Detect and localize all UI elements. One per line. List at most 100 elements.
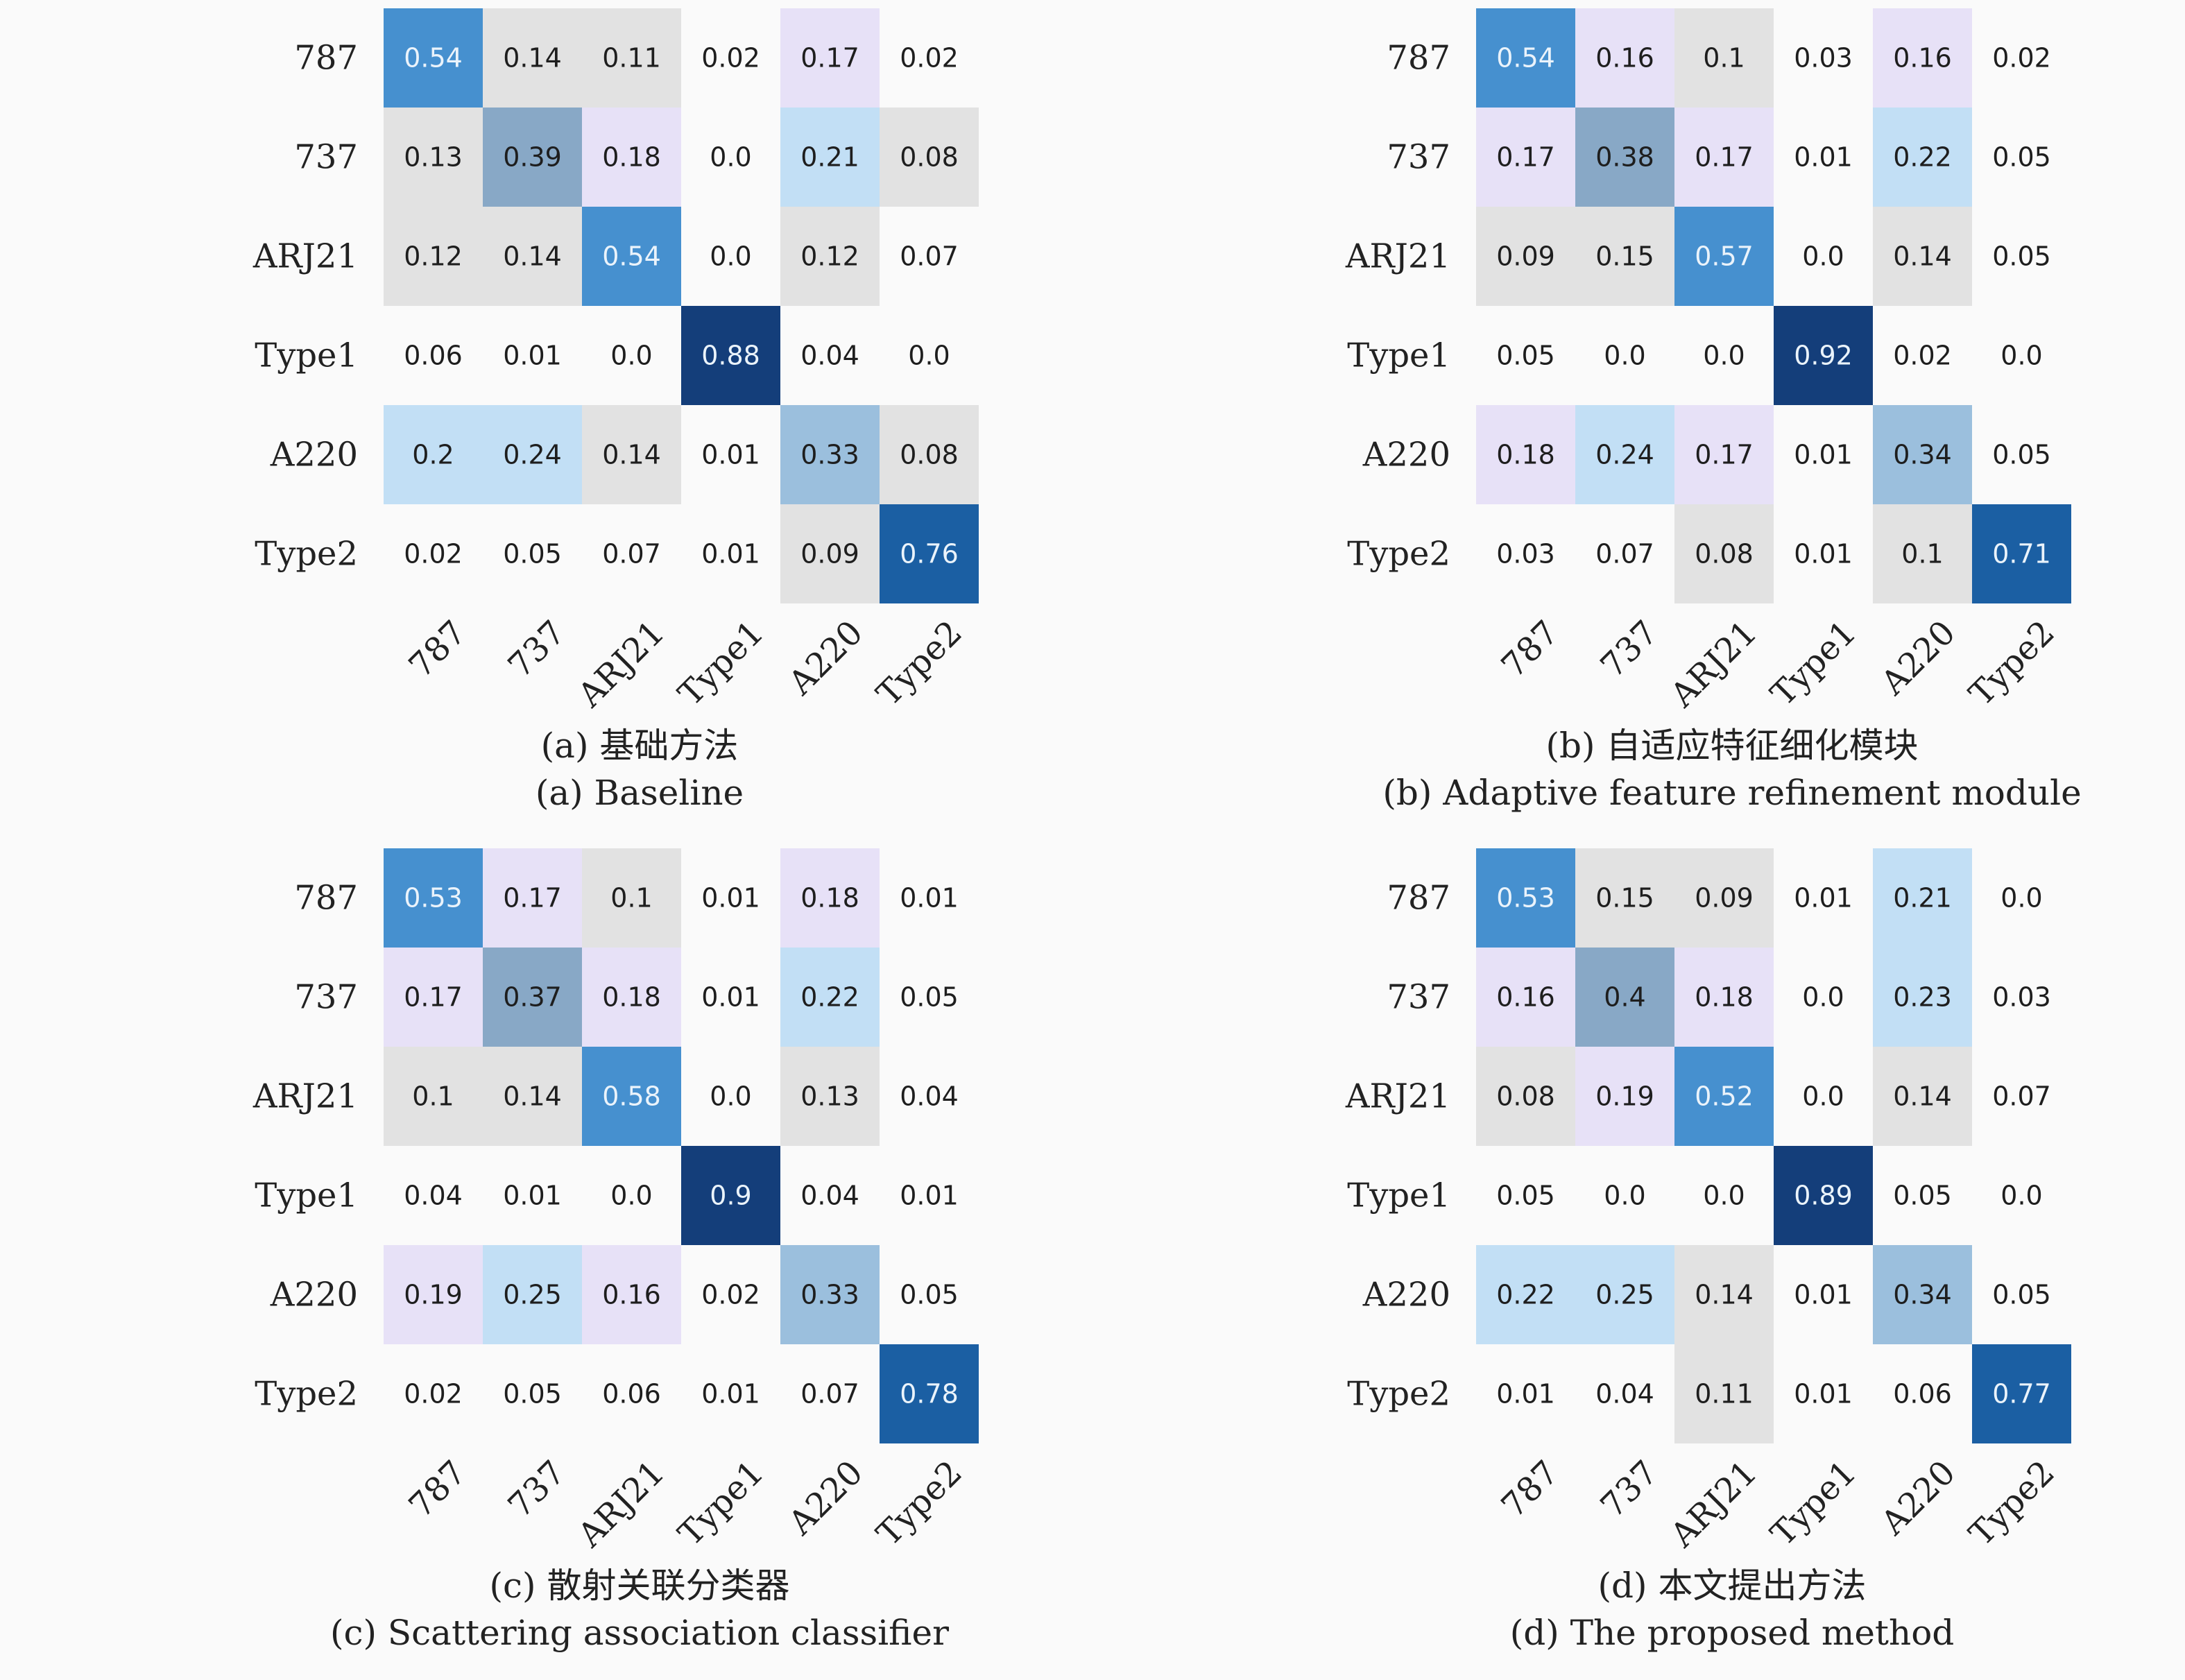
row-label: A220	[270, 436, 358, 474]
cell-value: 0.0	[1604, 1181, 1645, 1211]
heatmap-cell	[384, 8, 483, 108]
cell-value: 0.18	[1496, 440, 1555, 470]
cell-value: 0.04	[800, 341, 859, 371]
cell-value: 0.0	[1703, 1181, 1745, 1211]
cell-value: 0.01	[900, 1181, 959, 1211]
cell-value: 0.01	[1794, 883, 1853, 914]
row-label: Type1	[255, 1176, 358, 1215]
caption-chinese: (d) 本文提出方法	[1598, 1566, 1867, 1606]
heatmap-cell	[384, 108, 483, 207]
cell-value: 0.17	[404, 982, 463, 1013]
caption-chinese: (b) 自适应特征细化模块	[1546, 726, 1919, 766]
column-label: A220	[1873, 1453, 1963, 1543]
cell-value: 0.18	[602, 982, 661, 1013]
heatmap-cell	[384, 1047, 483, 1146]
column-label: 737	[501, 613, 573, 685]
cell-value: 0.0	[1703, 341, 1745, 371]
heatmap-cell	[1575, 8, 1674, 108]
cell-value: 0.12	[404, 241, 463, 272]
cell-value: 0.06	[1893, 1379, 1952, 1409]
cell-value: 0.02	[404, 1379, 463, 1409]
heatmap-cell	[1476, 108, 1575, 207]
heatmap-cell	[1674, 504, 1774, 603]
cell-value: 0.01	[1794, 539, 1853, 569]
row-label: A220	[270, 1276, 358, 1314]
cell-value: 0.25	[1595, 1280, 1654, 1310]
cell-value: 0.01	[701, 883, 760, 914]
cell-value: 0.1	[610, 883, 652, 914]
row-label: 787	[294, 39, 358, 78]
cell-value: 0.0	[710, 1081, 751, 1112]
heatmap-cell	[780, 848, 880, 948]
column-label: Type1	[671, 613, 771, 714]
cell-value: 0.0	[710, 241, 751, 272]
cell-value: 0.05	[503, 539, 562, 569]
heatmap-cell	[582, 848, 681, 948]
column-label: Type1	[1763, 613, 1864, 714]
panel-d: 0.53 0.15 0.09 0.01 0.21 0.0 0.16 0.4 0.18 0.0 0.2…	[1092, 840, 2185, 1680]
heatmap-cell	[1575, 405, 1674, 504]
cell-value: 0.13	[800, 1081, 859, 1112]
row-label: ARJ21	[1345, 1077, 1450, 1116]
heatmap-cell	[1476, 848, 1575, 948]
column-label: ARJ21	[570, 613, 672, 715]
cell-value: 0.37	[503, 982, 562, 1013]
cell-value: 0.01	[900, 883, 959, 914]
heatmap-cell	[582, 405, 681, 504]
column-label: Type1	[671, 1453, 771, 1554]
cell-value: 0.4	[1604, 982, 1645, 1013]
cell-value: 0.57	[1695, 241, 1754, 272]
cell-value: 0.23	[1893, 982, 1952, 1013]
column-label: 787	[1494, 1453, 1566, 1525]
cell-value: 0.54	[404, 43, 463, 74]
cell-value: 0.03	[1496, 539, 1555, 569]
column-label: A220	[1873, 613, 1963, 703]
heatmap-cell	[483, 1245, 582, 1344]
heatmap-cell	[681, 306, 780, 405]
heatmap-b: 0.54 0.16 0.1 0.03 0.16 0.02 0.17 0.38 0.17 0.01 0…	[1345, 8, 2082, 813]
heatmap-cell	[1674, 1245, 1774, 1344]
heatmap-cell	[1575, 848, 1674, 948]
cell-value: 0.92	[1794, 341, 1853, 371]
heatmap-cell	[681, 1146, 780, 1245]
heatmap-cell	[1873, 504, 1972, 603]
heatmap-cell	[384, 405, 483, 504]
cell-value: 0.22	[1893, 142, 1952, 173]
cell-value: 0.9	[710, 1181, 751, 1211]
heatmap-cell	[1774, 306, 1873, 405]
cell-value: 0.1	[1901, 539, 1943, 569]
heatmap-cell	[483, 405, 582, 504]
cell-value: 0.17	[1695, 142, 1754, 173]
cell-value: 0.78	[900, 1379, 959, 1409]
heatmap-cell	[780, 1047, 880, 1146]
cell-value: 0.04	[800, 1181, 859, 1211]
column-label: Type2	[869, 1453, 970, 1554]
heatmap-cell	[1873, 108, 1972, 207]
cell-value: 0.01	[1496, 1379, 1555, 1409]
cell-value: 0.05	[900, 982, 959, 1013]
cell-value: 0.24	[503, 440, 562, 470]
cell-value: 0.0	[1604, 341, 1645, 371]
cell-value: 0.14	[503, 241, 562, 272]
cell-value: 0.01	[1794, 1379, 1853, 1409]
cell-value: 0.34	[1893, 1280, 1952, 1310]
cell-value: 0.0	[2000, 341, 2042, 371]
cell-value: 0.24	[1595, 440, 1654, 470]
heatmap-cell	[582, 1245, 681, 1344]
cell-value: 0.88	[701, 341, 760, 371]
cell-value: 0.0	[1802, 982, 1844, 1013]
cell-value: 0.05	[1992, 1280, 2051, 1310]
row-label: Type1	[1347, 1176, 1450, 1215]
heatmap-cell	[780, 1245, 880, 1344]
caption-chinese: (c) 散射关联分类器	[490, 1566, 790, 1606]
heatmap-cell	[780, 8, 880, 108]
cell-value: 0.14	[602, 440, 661, 470]
caption-english: (a) Baseline	[535, 773, 744, 813]
row-label: ARJ21	[252, 237, 358, 276]
cell-value: 0.07	[1595, 539, 1654, 569]
cell-value: 0.03	[1794, 43, 1853, 74]
heatmap-cell	[384, 948, 483, 1047]
cell-value: 0.14	[503, 43, 562, 74]
cell-value: 0.02	[701, 43, 760, 74]
cell-value: 0.08	[900, 440, 959, 470]
